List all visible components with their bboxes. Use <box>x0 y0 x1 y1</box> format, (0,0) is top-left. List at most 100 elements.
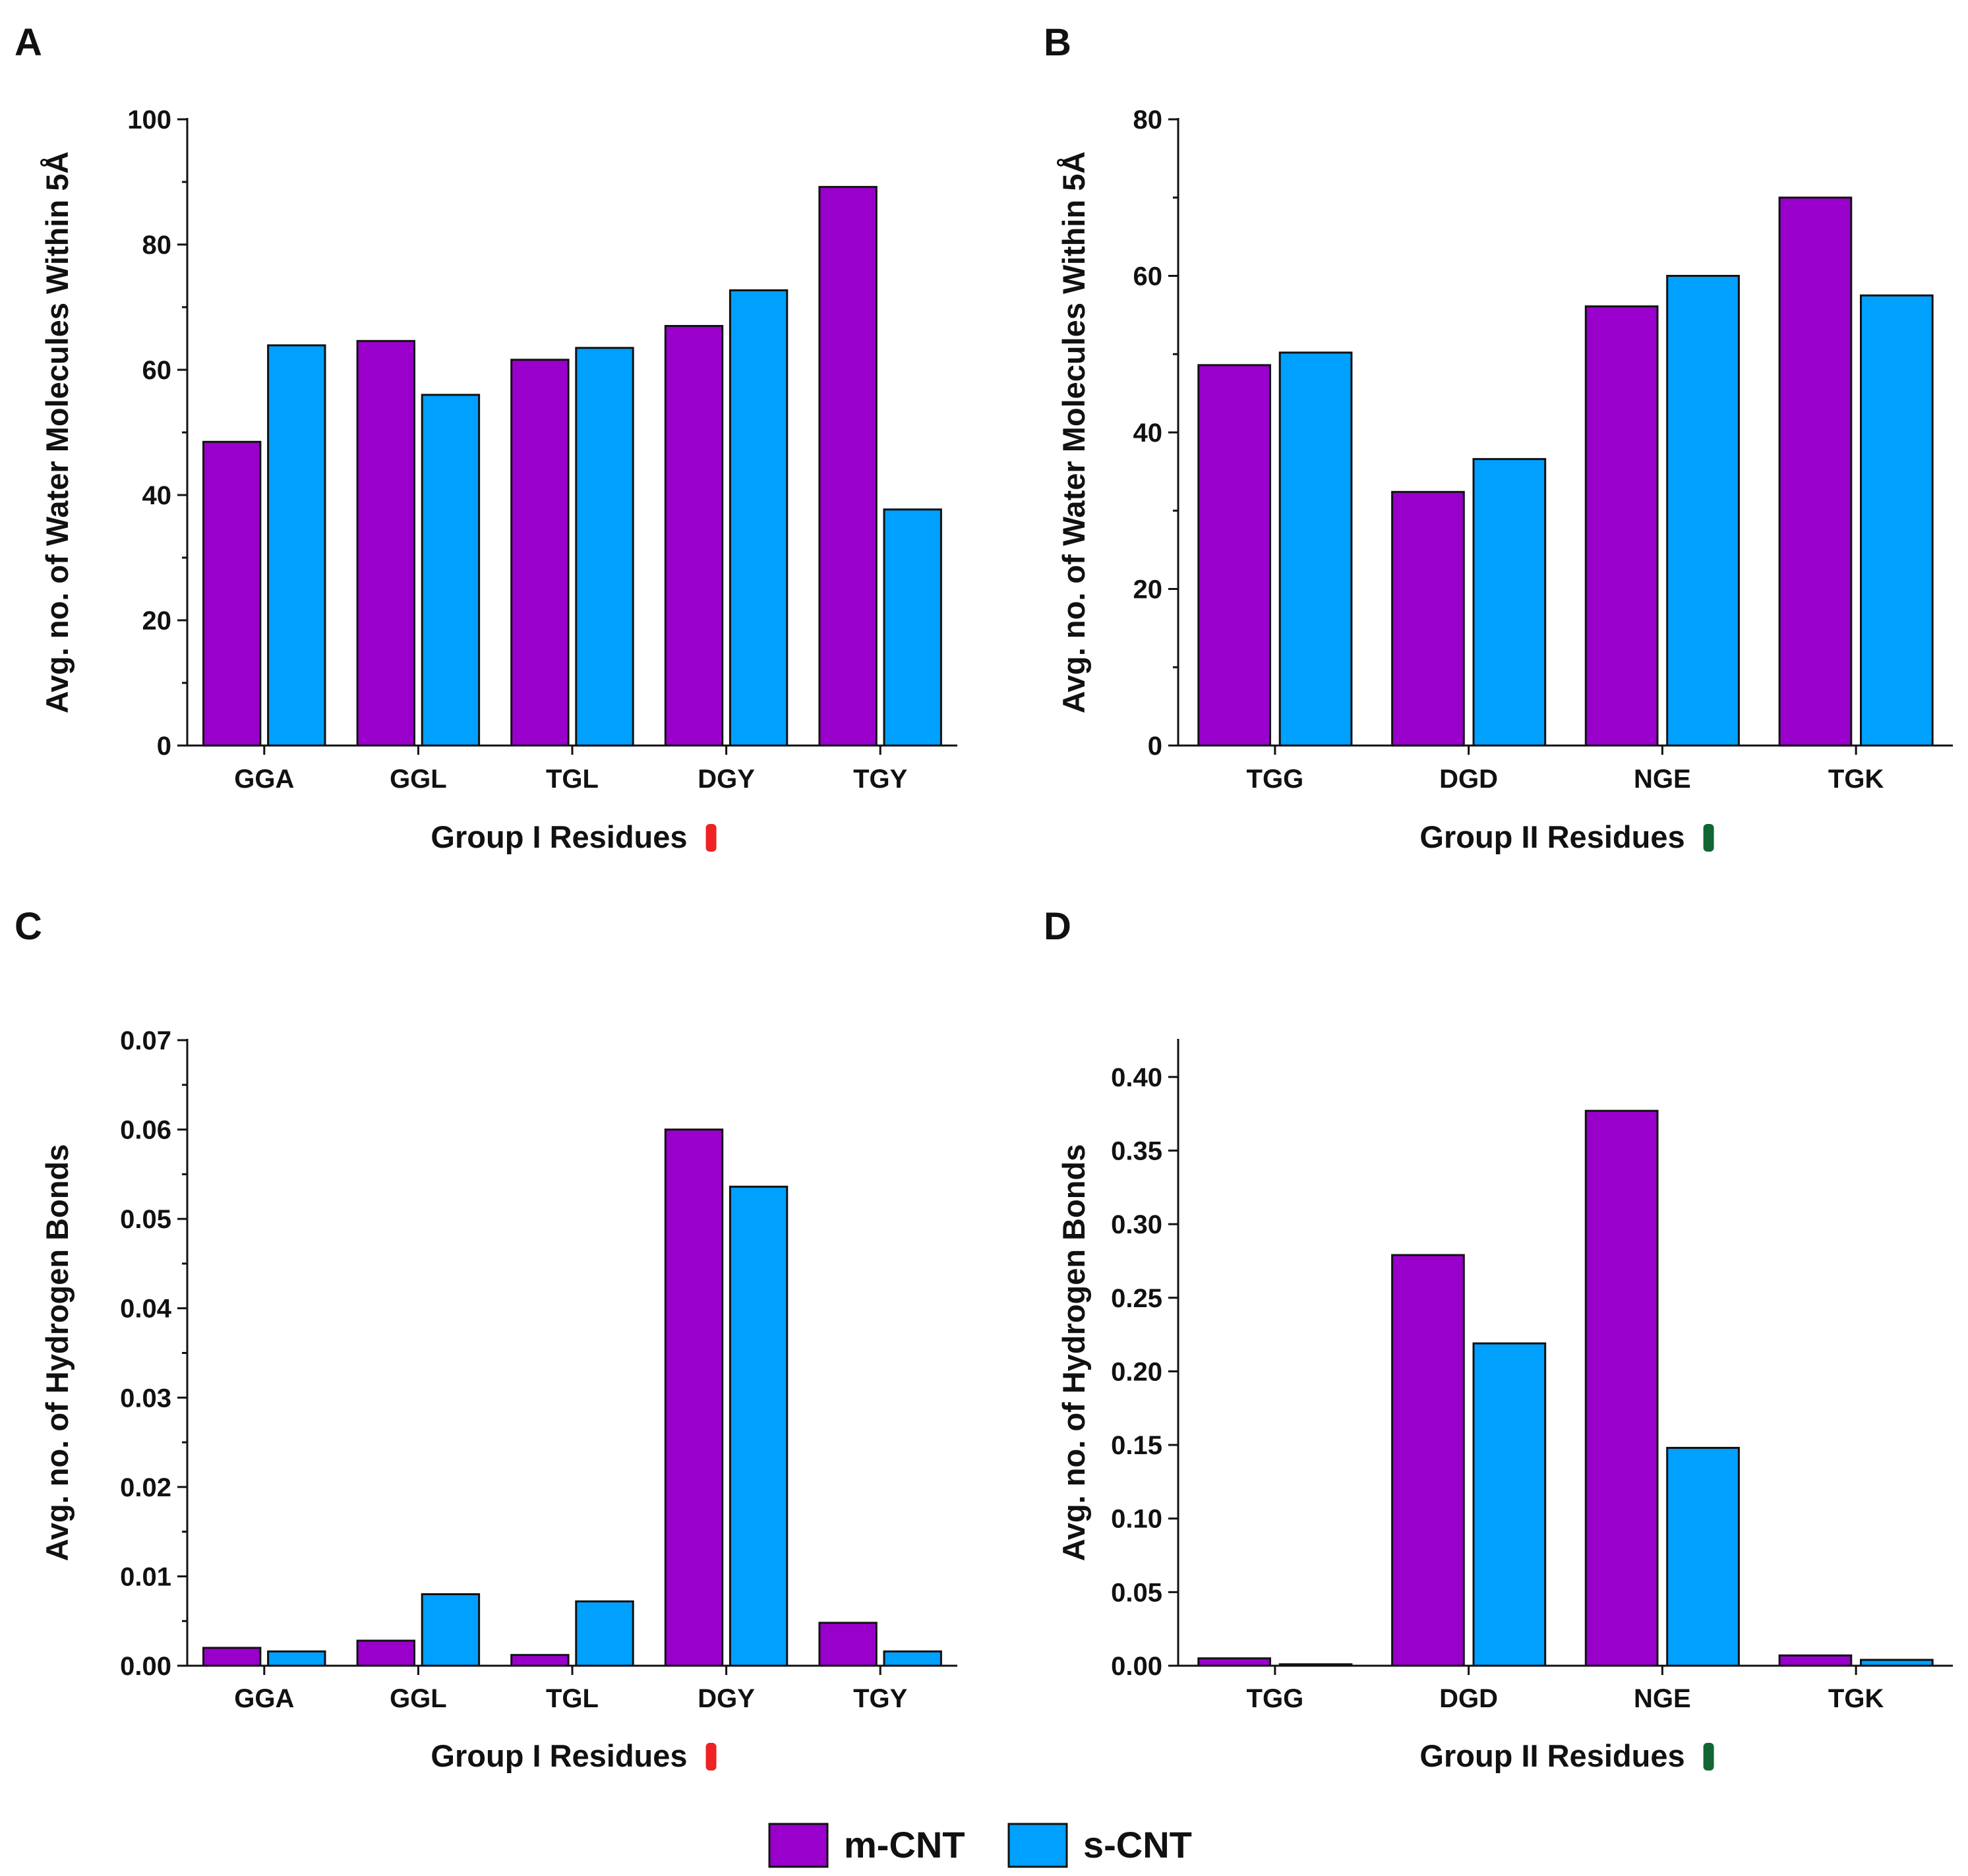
x-tick-label-tgl: TGL <box>546 1684 599 1713</box>
x-tick-label-tgl: TGL <box>546 765 599 794</box>
x-tick-label-tgg: TGG <box>1247 765 1304 794</box>
y-tick-label: 0.00 <box>120 1652 171 1681</box>
y-tick-label: 0.02 <box>120 1473 171 1502</box>
x-tick-label-tgy: TGY <box>853 1684 908 1713</box>
bar-m-cnt-dgy <box>664 1129 724 1667</box>
group-marker <box>705 1743 717 1771</box>
bar-s-cnt-gga <box>267 1650 326 1667</box>
y-tick-label: 0.15 <box>1111 1431 1162 1460</box>
bar-s-cnt-ggl <box>421 1593 481 1667</box>
x-tick-label-ggl: GGL <box>390 765 447 794</box>
x-tick-label-dgd: DGD <box>1439 765 1498 794</box>
legend-swatch-s-cnt <box>1007 1823 1068 1868</box>
bar-m-cnt-nge <box>1584 305 1659 747</box>
bar-m-cnt-nge <box>1584 1109 1659 1667</box>
y-axis-title: Avg. no. of Hydrogen Bonds <box>1056 1144 1091 1562</box>
bar-s-cnt-tgg <box>1278 351 1353 747</box>
x-axis-title: Group I Residues <box>431 819 687 854</box>
y-tick-label: 40 <box>142 481 172 510</box>
bar-m-cnt-dgd <box>1391 490 1465 747</box>
bar-m-cnt-tgl <box>510 359 570 747</box>
y-tick-label: 60 <box>142 356 172 385</box>
bar-m-cnt-tgl <box>510 1654 570 1667</box>
y-tick-label: 80 <box>1133 105 1163 134</box>
bar-s-cnt-nge <box>1666 275 1740 747</box>
y-tick-label: 0.00 <box>1111 1652 1162 1681</box>
bar-s-cnt-dgy <box>729 289 789 747</box>
x-axis-title: Group II Residues <box>1419 819 1685 854</box>
y-tick-label: 80 <box>142 231 172 260</box>
x-tick-label-tgk: TGK <box>1828 1684 1884 1713</box>
legend-label-m-cnt: m-CNT <box>844 1824 965 1865</box>
bar-m-cnt-tgg <box>1197 1657 1272 1667</box>
x-tick-label-gga: GGA <box>234 765 294 794</box>
y-tick-label: 0.20 <box>1111 1357 1162 1386</box>
bar-m-cnt-ggl <box>356 1639 415 1667</box>
y-tick-label: 0.30 <box>1111 1210 1162 1239</box>
y-tick-label: 40 <box>1133 419 1163 448</box>
y-tick-label: 20 <box>1133 575 1163 604</box>
x-tick-label-gga: GGA <box>234 1684 294 1713</box>
x-axis-title: Group I Residues <box>431 1738 687 1773</box>
y-tick-label: 0.01 <box>120 1562 171 1591</box>
bar-m-cnt-tgk <box>1778 1654 1853 1667</box>
y-tick-label: 0.10 <box>1111 1505 1162 1534</box>
y-tick-label: 20 <box>142 606 172 635</box>
y-tick-label: 0.06 <box>120 1116 171 1145</box>
panel-letter-d: D <box>1044 905 1071 948</box>
group-marker <box>705 824 717 852</box>
bar-s-cnt-gga <box>267 344 326 747</box>
bar-s-cnt-tgl <box>575 1600 634 1667</box>
bar-m-cnt-gga <box>202 440 262 747</box>
bar-m-cnt-tgy <box>818 1622 878 1667</box>
group-marker <box>1703 1743 1714 1771</box>
bar-s-cnt-tgk <box>1860 294 1934 747</box>
bar-m-cnt-tgk <box>1778 196 1853 747</box>
y-tick-label: 0.03 <box>120 1384 171 1413</box>
panel-letter-c: C <box>15 905 42 948</box>
x-axis-title: Group II Residues <box>1419 1738 1685 1773</box>
y-tick-label: 0 <box>1148 732 1162 761</box>
bar-s-cnt-nge <box>1666 1447 1740 1667</box>
bar-s-cnt-dgd <box>1472 457 1547 747</box>
panel-d: D TGG DGD NGE TGK 0.00 0.05 0.10 0.15 0.20 0.25 0.3… <box>1044 905 1953 1773</box>
y-tick-label: 0 <box>157 732 171 761</box>
y-tick-label: 0.07 <box>120 1026 171 1055</box>
x-tick-label-tgk: TGK <box>1828 765 1884 794</box>
panel-b: B TGG DGD NGE TGK 0 20 40 60 80 Avg. no. of Water … <box>1044 21 1953 854</box>
y-tick-label: 0.04 <box>120 1295 172 1324</box>
legend: m-CNT s-CNT <box>768 1823 1192 1868</box>
panel-letter-a: A <box>15 21 42 64</box>
bar-s-cnt-tgl <box>575 347 634 747</box>
x-tick-label-dgy: DGY <box>698 765 755 794</box>
y-axis-title: Avg. no. of Water Molecules Within 5Å <box>40 152 75 714</box>
y-axis-title: Avg. no. of Hydrogen Bonds <box>40 1144 75 1562</box>
bar-s-cnt-tgy <box>883 1650 942 1667</box>
x-tick-label-dgd: DGD <box>1439 1684 1498 1713</box>
group-marker <box>1703 824 1714 852</box>
x-tick-label-ggl: GGL <box>390 1684 447 1713</box>
y-tick-label: 0.40 <box>1111 1063 1162 1092</box>
bar-s-cnt-ggl <box>421 394 481 747</box>
legend-swatch-m-cnt <box>768 1823 829 1868</box>
y-tick-label: 0.05 <box>120 1205 171 1234</box>
panel-a: A GGA GGL TGL DGY TGY 0 20 40 60 80 100 Avg. no. of … <box>15 21 957 854</box>
bar-m-cnt-ggl <box>356 339 415 747</box>
panel-c: C GGA GGL TGL DGY TGY 0.00 0.01 0.02 0.03 0.04 0.05… <box>15 905 957 1773</box>
x-tick-label-tgy: TGY <box>853 765 908 794</box>
bar-s-cnt-dgd <box>1472 1342 1547 1667</box>
x-tick-label-tgg: TGG <box>1247 1684 1304 1713</box>
y-tick-label: 0.35 <box>1111 1136 1162 1165</box>
bar-m-cnt-dgy <box>664 325 724 747</box>
bar-m-cnt-dgd <box>1391 1254 1465 1667</box>
y-axis-title: Avg. no. of Water Molecules Within 5Å <box>1056 152 1091 714</box>
x-tick-label-nge: NGE <box>1634 1684 1691 1713</box>
bar-m-cnt-tgy <box>818 186 878 747</box>
bar-m-cnt-gga <box>202 1647 262 1667</box>
y-tick-label: 100 <box>127 105 171 134</box>
bar-s-cnt-dgy <box>729 1185 789 1667</box>
x-tick-label-nge: NGE <box>1634 765 1691 794</box>
bar-m-cnt-tgg <box>1197 364 1272 747</box>
y-tick-label: 60 <box>1133 262 1163 291</box>
